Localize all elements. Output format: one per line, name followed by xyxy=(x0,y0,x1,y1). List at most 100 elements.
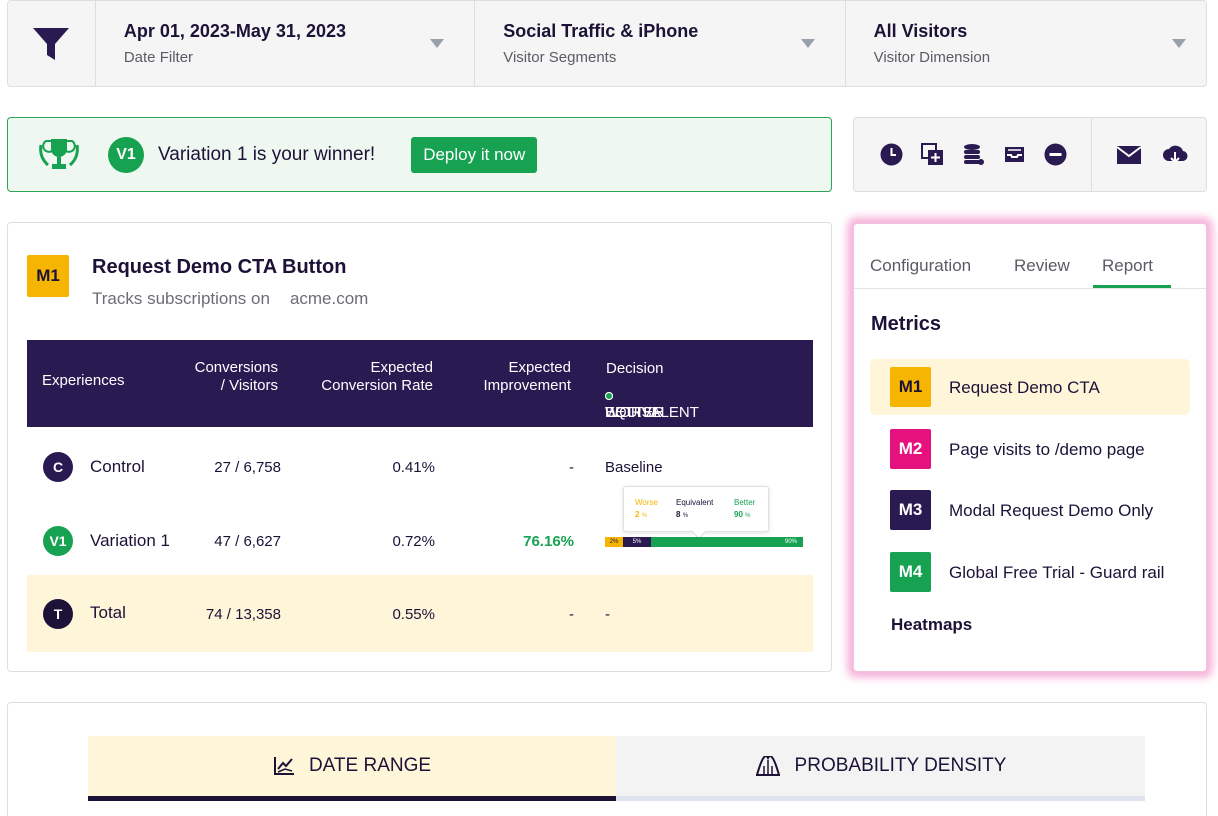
metric-label: Global Free Trial - Guard rail xyxy=(949,563,1165,582)
dimension-label: Visitor Dimension xyxy=(873,49,991,66)
row-rate: 0.72% xyxy=(392,533,435,550)
tab-report[interactable]: Report xyxy=(1102,256,1154,275)
bar-better-segment: 90% xyxy=(651,537,803,547)
table-row-total: T Total 74 / 13,358 0.55% - - xyxy=(27,575,813,652)
decision-probability-bar[interactable]: 2% 5% 90% xyxy=(605,537,803,547)
decision-tooltip: Worse 2 % Equivalent 8 % Better 90 % xyxy=(623,486,769,540)
row-improvement: - xyxy=(569,459,574,476)
probability-density-label: PROBABILITY DENSITY xyxy=(794,755,1007,776)
legend-equivalent-label: EQUIVALENT xyxy=(605,404,699,421)
trophy-icon xyxy=(39,138,79,169)
metric-label: Page visits to /demo page xyxy=(949,440,1145,459)
deploy-button[interactable]: Deploy it now xyxy=(411,136,538,173)
metric-badge: M2 xyxy=(890,429,931,469)
metric-card: M1 Request Demo CTA Button Tracks subscr… xyxy=(7,222,832,672)
metric-item-m3[interactable]: M3 Modal Request Demo Only xyxy=(870,482,1190,538)
date-range-label: DATE RANGE xyxy=(308,755,432,776)
tooltip-better: Better 90 % xyxy=(734,497,755,522)
tab-review[interactable]: Review xyxy=(1014,256,1070,275)
inbox-icon[interactable] xyxy=(1003,143,1026,166)
bar-equivalent-segment: 5% xyxy=(623,537,651,547)
row-conversions: 47 / 6,627 xyxy=(214,533,281,550)
chevron-down-icon xyxy=(430,39,445,48)
row-name: Variation 1 xyxy=(90,531,171,550)
panel-tabs: Configuration Review Report xyxy=(854,224,1206,289)
heatmaps-link[interactable]: Heatmaps xyxy=(891,615,973,634)
metric-badge: M1 xyxy=(890,367,931,407)
metric-item-m2[interactable]: M2 Page visits to /demo page xyxy=(870,421,1190,477)
metric-label: Request Demo CTA xyxy=(949,378,1100,397)
header-imp-line1: Expected xyxy=(508,359,571,376)
tooltip-better-value: 90 xyxy=(734,510,743,519)
row-rate: 0.41% xyxy=(392,459,435,476)
row-name: Total xyxy=(90,603,126,622)
header-improvement: Expected Improvement xyxy=(457,359,571,395)
probability-density-tab[interactable]: PROBABILITY DENSITY xyxy=(616,736,1145,801)
tooltip-equiv-label: Equivalent xyxy=(676,498,714,507)
tab-configuration[interactable]: Configuration xyxy=(870,256,972,275)
row-conversions: 27 / 6,758 xyxy=(214,459,281,476)
legend-worse-label: WORSE xyxy=(605,404,662,421)
filter-button[interactable] xyxy=(8,1,96,86)
metric-domain: acme.com xyxy=(289,289,369,308)
cloud-download-icon[interactable] xyxy=(1162,143,1188,166)
report-side-panel: Configuration Review Report Metrics M1 R… xyxy=(853,223,1207,672)
row-decision: Baseline xyxy=(605,459,663,476)
header-rate-line1: Expected xyxy=(370,359,433,376)
table-row-control: C Control 27 / 6,758 0.41% - Baseline xyxy=(27,427,813,501)
control-badge: C xyxy=(43,452,73,482)
header-imp-line2: Improvement xyxy=(483,377,571,394)
funnel-icon xyxy=(33,27,70,60)
tooltip-better-unit: % xyxy=(745,513,751,519)
tooltip-better-label: Better xyxy=(734,498,756,507)
row-conversions: 74 / 13,358 xyxy=(205,606,281,623)
date-range-tab[interactable]: DATE RANGE xyxy=(88,736,616,801)
segment-label: Visitor Segments xyxy=(503,49,617,66)
tooltip-worse-value: 2 xyxy=(635,510,640,519)
row-improvement: - xyxy=(569,606,574,623)
tooltip-worse: Worse 2 % xyxy=(635,497,658,522)
line-chart-icon xyxy=(273,757,294,775)
tooltip-worse-label: Worse xyxy=(635,498,658,507)
density-curve-icon xyxy=(755,756,780,776)
active-tab-indicator xyxy=(1093,285,1171,288)
legend-better: BETTER xyxy=(605,386,664,422)
visitor-dimension-dropdown[interactable]: All Visitors Visitor Dimension xyxy=(846,1,1206,86)
metric-item-m1[interactable]: M1 Request Demo CTA xyxy=(870,359,1190,415)
header-experiences: Experiences xyxy=(42,372,125,389)
metric-label: Modal Request Demo Only xyxy=(949,501,1154,520)
filter-bar: Apr 01, 2023-May 31, 2023 Date Filter So… xyxy=(7,0,1207,87)
clock-icon[interactable] xyxy=(880,143,903,166)
header-rate-line2: Conversion Rate xyxy=(321,377,433,394)
add-copy-icon[interactable] xyxy=(921,143,944,166)
tooltip-equiv-value: 8 xyxy=(676,510,681,519)
action-toolbar xyxy=(853,117,1207,192)
total-badge: T xyxy=(43,599,73,629)
winner-text: Variation 1 is your winner! xyxy=(158,143,376,165)
row-improvement: 76.16% xyxy=(523,533,574,550)
variation-badge: V1 xyxy=(43,526,73,556)
variation-badge: V1 xyxy=(108,136,144,173)
metric-subtitle: Tracks subscriptions on acme.com xyxy=(92,289,368,309)
dimension-value: All Visitors xyxy=(873,21,968,41)
header-conversions-line1: Conversions xyxy=(194,359,278,376)
metrics-heading: Metrics xyxy=(871,313,942,335)
header-conversions-line2: / Visitors xyxy=(220,377,278,394)
tooltip-equivalent: Equivalent 8 % xyxy=(676,497,713,522)
metric-sub-label: Tracks subscriptions on xyxy=(92,289,270,308)
visitor-segment-dropdown[interactable]: Social Traffic & iPhone Visitor Segments xyxy=(475,1,846,86)
metric-badge: M3 xyxy=(890,490,931,530)
tooltip-worse-unit: % xyxy=(641,513,648,519)
metric-badge: M4 xyxy=(890,552,931,592)
date-filter-dropdown[interactable]: Apr 01, 2023-May 31, 2023 Date Filter xyxy=(96,1,476,86)
row-name: Control xyxy=(90,457,145,476)
metric-badge: M1 xyxy=(27,255,69,297)
header-decision: Decision xyxy=(606,360,664,377)
minus-circle-icon[interactable] xyxy=(1044,143,1067,166)
metric-item-m4[interactable]: M4 Global Free Trial - Guard rail xyxy=(870,544,1190,600)
mail-icon[interactable] xyxy=(1116,143,1142,166)
database-icon[interactable] xyxy=(962,143,985,166)
chart-switcher-card: DATE RANGE PROBABILITY DENSITY xyxy=(7,702,1207,816)
date-filter-label: Date Filter xyxy=(123,49,194,66)
row-decision: - xyxy=(605,606,610,623)
